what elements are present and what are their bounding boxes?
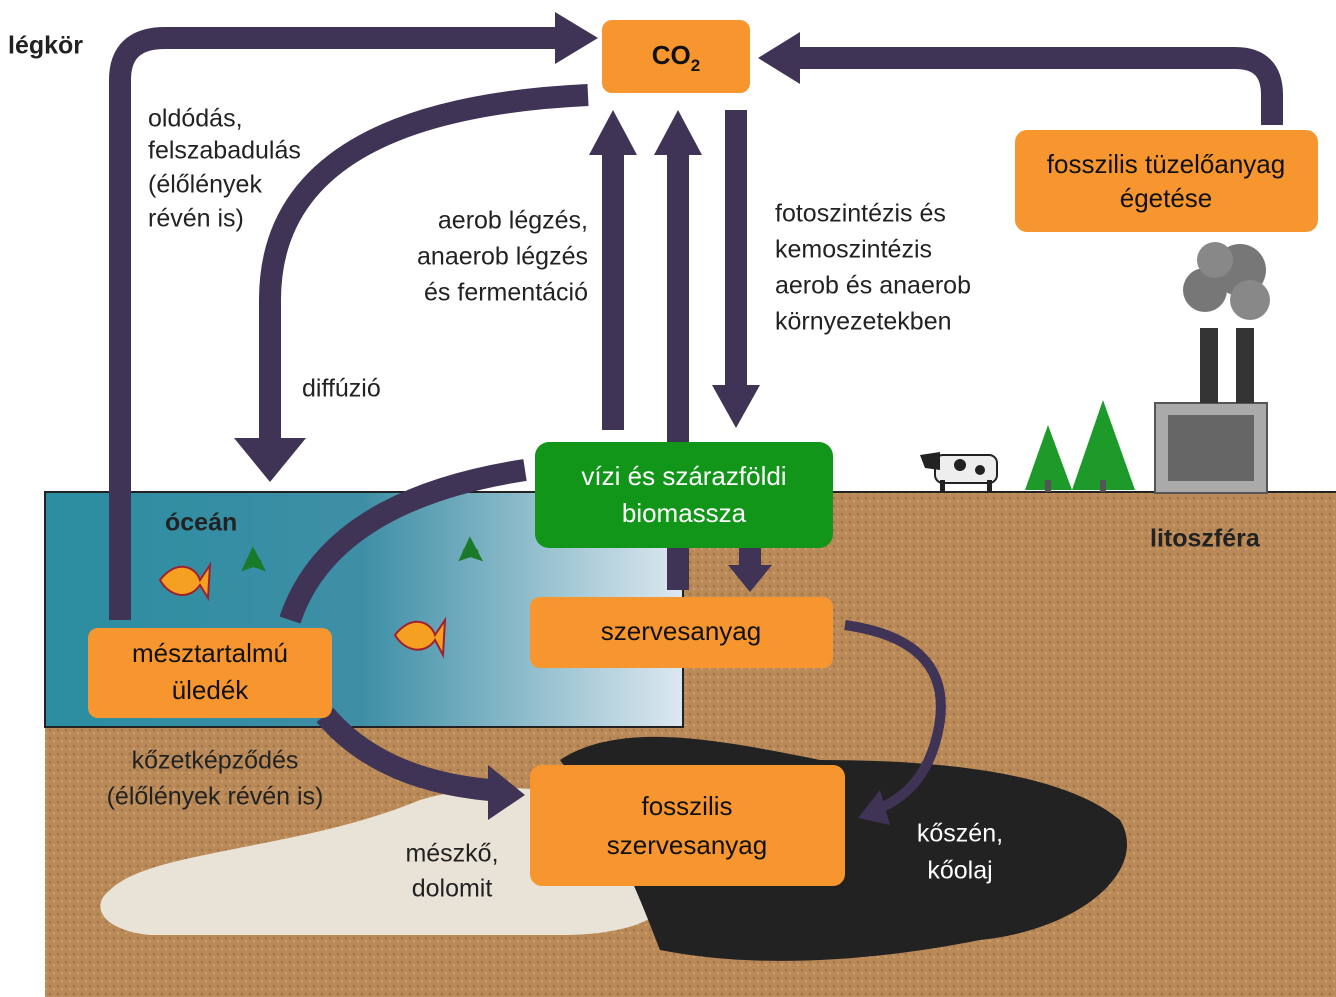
- process-label: aerob légzés, anaerob légzés és fermentá…: [417, 207, 588, 307]
- label-line: révén is): [148, 205, 244, 233]
- label-line: kőzetképződés: [132, 747, 299, 775]
- node-label: fosszilis tüzelőanyag: [1047, 149, 1285, 179]
- node-label: égetése: [1120, 183, 1213, 213]
- process-label: fotoszintézis és kemoszintézis aerob és …: [775, 200, 971, 336]
- organic-box: szervesanyag: [530, 597, 833, 668]
- node-subscript: 2: [691, 56, 700, 75]
- cow: [920, 452, 997, 492]
- label-line: (élőlények: [148, 171, 262, 199]
- region-label: légkör: [8, 32, 83, 60]
- node-label: üledék: [172, 675, 250, 705]
- node-text: CO: [652, 40, 691, 70]
- label-line: felszabadulás: [148, 137, 301, 165]
- region-label: óceán: [165, 509, 237, 537]
- trees: [1025, 400, 1135, 492]
- label-line: kőszén,: [917, 820, 1003, 848]
- label-line: aerob és anaerob: [775, 272, 971, 300]
- factory: [1155, 242, 1270, 493]
- sediment-box: mésztartalmú üledék: [88, 628, 332, 718]
- label-line: környezetekben: [775, 308, 952, 336]
- label-line: fotoszintézis és: [775, 200, 946, 228]
- label-line: anaerob légzés: [417, 243, 588, 271]
- fossil-fuel-box: fosszilis tüzelőanyag égetése: [1015, 130, 1318, 232]
- label-line: dolomit: [412, 875, 493, 903]
- node-label: szervesanyag: [601, 616, 761, 646]
- region-label: litoszféra: [1150, 525, 1261, 553]
- label-line: mészkő,: [405, 840, 498, 868]
- node-label: fosszilis: [641, 791, 732, 821]
- label-line: kőolaj: [927, 857, 992, 885]
- biomass-box: vízi és szárazföldi biomassza: [535, 442, 833, 548]
- node-label: mésztartalmú: [132, 638, 288, 668]
- label-line: és fermentáció: [424, 279, 588, 307]
- fossil-organic-box: fosszilis szervesanyag: [530, 765, 845, 886]
- node-label: szervesanyag: [607, 830, 767, 860]
- diagram: CO2 fosszilis tüzelőanyag égetése vízi é…: [0, 0, 1336, 997]
- process-label: oldódás, felszabadulás (élőlények révén …: [148, 105, 301, 233]
- label-line: (élőlények révén is): [107, 783, 324, 811]
- label-line: kemoszintézis: [775, 236, 932, 264]
- node-label: biomassza: [622, 498, 747, 528]
- co2-box: CO2: [602, 20, 750, 93]
- process-label: diffúzió: [302, 375, 381, 403]
- node-label: vízi és szárazföldi: [581, 461, 786, 491]
- label-line: oldódás,: [148, 105, 243, 133]
- label-line: aerob légzés,: [438, 207, 588, 235]
